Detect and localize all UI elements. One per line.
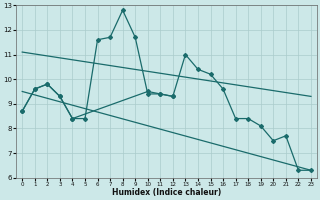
X-axis label: Humidex (Indice chaleur): Humidex (Indice chaleur) <box>112 188 221 197</box>
